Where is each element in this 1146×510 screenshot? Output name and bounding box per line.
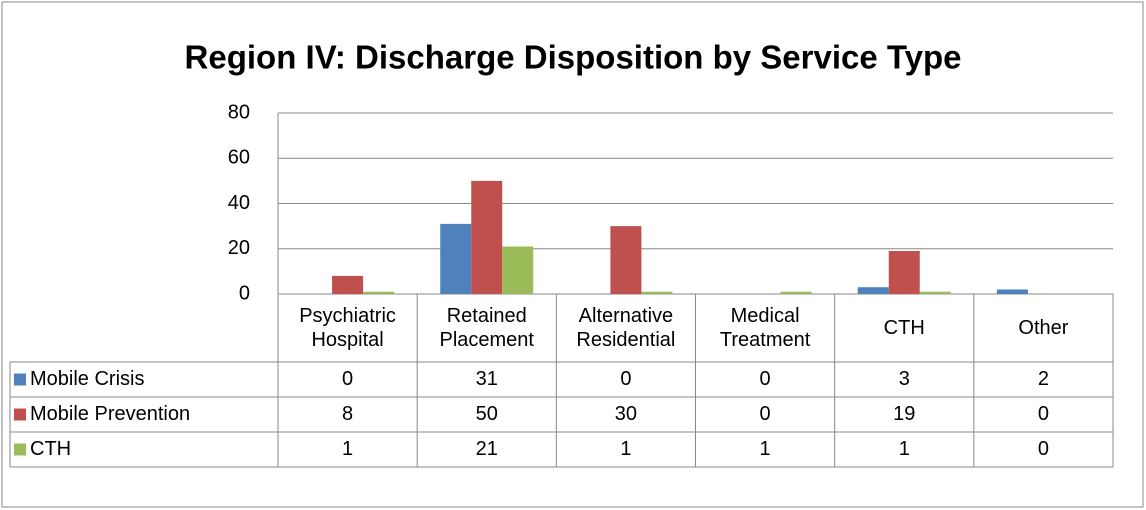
table-value: 1 bbox=[342, 438, 353, 460]
legend-swatch bbox=[14, 373, 26, 386]
bar bbox=[471, 180, 503, 294]
category-label: Alternative Residential bbox=[576, 305, 676, 351]
y-tick-label: 80 bbox=[228, 101, 250, 123]
legend-label: Mobile Crisis bbox=[30, 368, 144, 390]
y-tick-label: 20 bbox=[228, 237, 250, 259]
y-tick-label: 0 bbox=[239, 282, 250, 304]
table-value: 31 bbox=[476, 368, 498, 390]
bar bbox=[363, 291, 395, 294]
bar bbox=[502, 246, 534, 294]
bar bbox=[857, 287, 889, 294]
table-value: 1 bbox=[620, 438, 631, 460]
bar bbox=[610, 226, 642, 294]
bar bbox=[332, 275, 364, 294]
category-label: Retained Placement bbox=[439, 305, 534, 351]
bar bbox=[440, 223, 472, 294]
table-value: 21 bbox=[476, 438, 498, 460]
bar bbox=[780, 291, 812, 294]
table-value: 0 bbox=[760, 403, 771, 425]
table-value: 2 bbox=[1038, 368, 1049, 390]
table-value: 0 bbox=[760, 368, 771, 390]
legend-label: CTH bbox=[30, 438, 71, 460]
table-value: 8 bbox=[342, 403, 353, 425]
table-value: 0 bbox=[620, 368, 631, 390]
legend-swatch bbox=[14, 443, 26, 456]
category-label: Medical Treatment bbox=[719, 305, 811, 351]
legend-label: Mobile Prevention bbox=[30, 403, 190, 425]
bar bbox=[641, 291, 673, 294]
table-value: 19 bbox=[893, 403, 915, 425]
category-label: Psychiatric Hospital bbox=[299, 305, 396, 351]
y-tick-label: 60 bbox=[228, 147, 250, 169]
category-label: Other bbox=[1018, 317, 1069, 339]
table-value: 30 bbox=[615, 403, 637, 425]
table-value: 0 bbox=[1038, 438, 1049, 460]
legend-swatch bbox=[14, 408, 26, 421]
y-tick-label: 40 bbox=[228, 192, 250, 214]
table-value: 1 bbox=[760, 438, 771, 460]
table-value: 0 bbox=[342, 368, 353, 390]
category-label: CTH bbox=[883, 317, 925, 339]
bar bbox=[888, 251, 920, 294]
bar bbox=[996, 289, 1028, 294]
table-value: 3 bbox=[899, 368, 910, 390]
table-value: 1 bbox=[899, 438, 910, 460]
chart-title: Region IV: Discharge Disposition by Serv… bbox=[185, 39, 962, 76]
table-value: 0 bbox=[1038, 403, 1049, 425]
table-value: 50 bbox=[476, 403, 498, 425]
bar bbox=[919, 291, 951, 294]
